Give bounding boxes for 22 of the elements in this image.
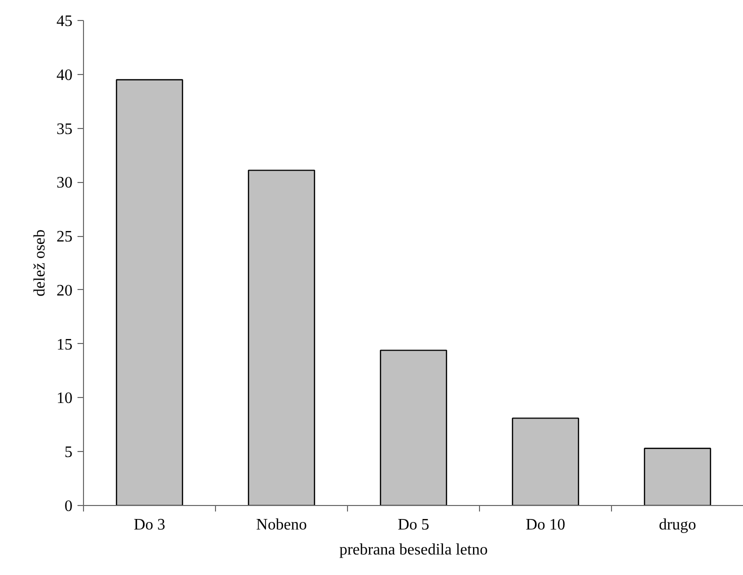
y-tick-label: 0 [64, 498, 72, 515]
y-tick-label: 40 [56, 66, 72, 84]
x-tick-label: Do 10 [526, 516, 566, 534]
y-tick-label: 30 [56, 174, 72, 192]
x-tick-label: Do 3 [134, 516, 166, 534]
x-tick-label: drugo [658, 516, 696, 534]
x-tick-label: Nobeno [256, 516, 307, 534]
y-tick-label: 10 [56, 390, 72, 408]
bar [116, 79, 184, 506]
y-tick-label: 15 [56, 336, 72, 354]
bar [380, 350, 448, 506]
y-tick-label: 5 [64, 444, 72, 462]
x-axis-title: prebrana besedila letno [339, 542, 488, 558]
bar [512, 418, 580, 506]
bar [644, 448, 712, 506]
x-tick-label: Do 5 [398, 516, 430, 534]
bar [248, 170, 316, 506]
y-axis-title: delež oseb [32, 229, 48, 297]
y-tick-label: 20 [56, 282, 72, 300]
y-tick-label: 45 [56, 13, 72, 30]
y-tick-label: 35 [56, 120, 72, 138]
y-tick-label: 25 [56, 228, 72, 246]
